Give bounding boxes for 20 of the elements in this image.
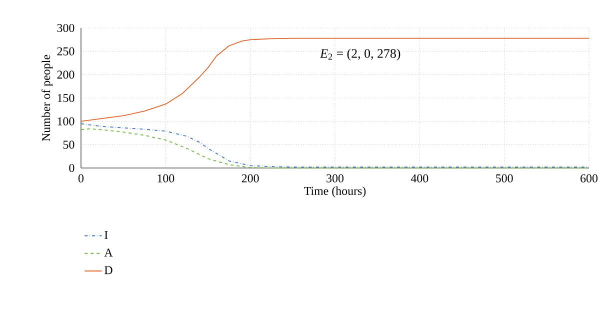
x-tick-label: 0: [78, 174, 84, 182]
annotation: E$_{2}$ = (2, 0, 278): [320, 48, 400, 60]
x-axis-title: Time (hours): [304, 186, 366, 198]
y-tick-label: 300: [57, 24, 74, 32]
legend-label: A: [104, 248, 113, 256]
y-tick-label: 100: [58, 117, 74, 126]
x-tick-label: 500: [496, 174, 513, 182]
y-tick-label: 200: [57, 70, 74, 79]
y-axis-title: Number of people: [42, 54, 53, 142]
y-tick-label: 50: [63, 140, 74, 149]
x-tick-label: 300: [326, 174, 344, 182]
y-tick-label: 150: [58, 94, 74, 102]
x-tick-label: 200: [242, 174, 259, 182]
legend-label: I: [104, 230, 108, 239]
legend-label: D: [104, 266, 112, 274]
x-tick-label: 600: [580, 174, 598, 182]
x-tick-label: 100: [158, 174, 174, 182]
y-tick-label: 0: [69, 164, 74, 172]
y-tick-label: 250: [57, 47, 74, 56]
x-tick-label: 400: [410, 174, 428, 182]
